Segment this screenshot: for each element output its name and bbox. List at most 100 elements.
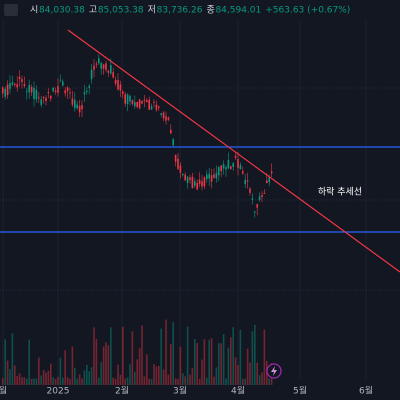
volume-bar: [16, 375, 18, 385]
volume-bar: [143, 376, 146, 385]
volume-bar: [170, 344, 172, 385]
volume-bar: [86, 364, 88, 385]
volume-bar: [33, 378, 35, 385]
candle-body: [246, 180, 249, 182]
volume-bar: [100, 362, 102, 385]
volume-bar: [189, 374, 191, 385]
candle-body: [18, 76, 21, 80]
volume-bar: [239, 329, 242, 385]
candle-body: [76, 104, 78, 109]
volume-bar: [201, 359, 203, 385]
volume-bar: [42, 369, 45, 385]
volume-bar: [261, 372, 263, 385]
volume-bar: [246, 348, 249, 385]
candle-body: [93, 65, 95, 70]
volume-bar: [11, 333, 14, 385]
volume-bar: [182, 373, 184, 385]
volume-bar: [129, 364, 131, 385]
candle-body: [208, 173, 210, 179]
volume-bar: [30, 378, 33, 385]
volume-bar: [93, 327, 95, 385]
candle-body: [62, 81, 64, 86]
volume-bar: [26, 378, 28, 385]
candle-body: [196, 182, 198, 190]
candle-body: [165, 116, 167, 121]
candle-body: [189, 177, 191, 181]
candle-body: [177, 158, 179, 169]
candle-body: [124, 94, 126, 104]
annotation: 하락 추세선: [318, 186, 362, 198]
volume-bar: [38, 357, 40, 385]
candle-body: [138, 99, 141, 109]
x-axis: 월 2025 2월 3월 4월 5월 6월: [0, 385, 373, 397]
volume-bar: [191, 367, 194, 385]
candle-body: [158, 106, 160, 108]
candle-body: [232, 163, 234, 167]
candle-body: [102, 64, 105, 69]
volume-bar: [220, 343, 222, 385]
candle-body: [256, 204, 258, 208]
volume-bar: [263, 329, 266, 385]
candle-series: [2, 54, 273, 218]
volume-bar: [225, 378, 227, 385]
candle-body: [215, 172, 218, 179]
candle-body: [122, 91, 124, 94]
candle-body: [143, 99, 146, 101]
candle-body: [242, 171, 244, 174]
volume-bar: [172, 322, 174, 385]
volume-bar: [110, 327, 112, 385]
candle-body: [251, 198, 254, 200]
candle-body: [98, 58, 100, 64]
candle-body: [131, 100, 134, 104]
ohlc-value: 83,736.26: [157, 6, 203, 16]
volume-bar: [213, 376, 215, 385]
change-value: +563.63 (+0.67%): [265, 6, 350, 16]
candle-body: [16, 84, 18, 88]
x-tick-label: 2025: [47, 387, 70, 397]
volume-bar: [105, 342, 107, 385]
candle-body: [105, 63, 107, 71]
volume-bar: [206, 377, 208, 385]
candle-body: [160, 113, 162, 115]
candle-body: [129, 95, 131, 102]
volume-bar: [47, 370, 50, 385]
x-tick-label: 4월: [231, 385, 245, 397]
volume-bar: [81, 378, 83, 385]
volume-bar: [52, 377, 54, 385]
candle-body: [191, 176, 194, 188]
volume-bar: [256, 362, 258, 385]
replay-button[interactable]: [266, 363, 282, 379]
symbol-icon: [4, 4, 18, 16]
candle-body: [210, 175, 213, 182]
candle-body: [148, 99, 150, 110]
volume-bar: [71, 346, 74, 385]
candle-body: [150, 106, 153, 110]
candle-body: [26, 91, 28, 93]
volume-bar: [45, 372, 47, 385]
volume-bar: [6, 360, 9, 385]
volume-bar: [98, 377, 100, 385]
candle-body: [134, 102, 136, 107]
candle-body: [4, 88, 6, 97]
volume-bar: [90, 367, 93, 385]
ohlc-value: 85,053.38: [98, 6, 144, 16]
x-tick-label: 월: [0, 385, 7, 397]
volume-bar: [198, 378, 201, 385]
candle-body: [66, 87, 69, 92]
x-tick-label: 3월: [173, 385, 187, 397]
volume-bar: [131, 331, 134, 385]
volume-bar: [146, 354, 148, 385]
candle-body: [263, 192, 266, 194]
volume-bar: [215, 367, 218, 385]
volume-bar: [21, 377, 23, 385]
volume-bar: [9, 369, 11, 385]
lightning-icon[interactable]: [271, 366, 277, 376]
grid: [0, 20, 400, 380]
candle-body: [64, 90, 66, 94]
volume-bar: [222, 334, 225, 385]
volume-pane: [2, 319, 273, 385]
volume-bar: [76, 378, 78, 385]
ohlc-label: 종: [206, 5, 214, 16]
